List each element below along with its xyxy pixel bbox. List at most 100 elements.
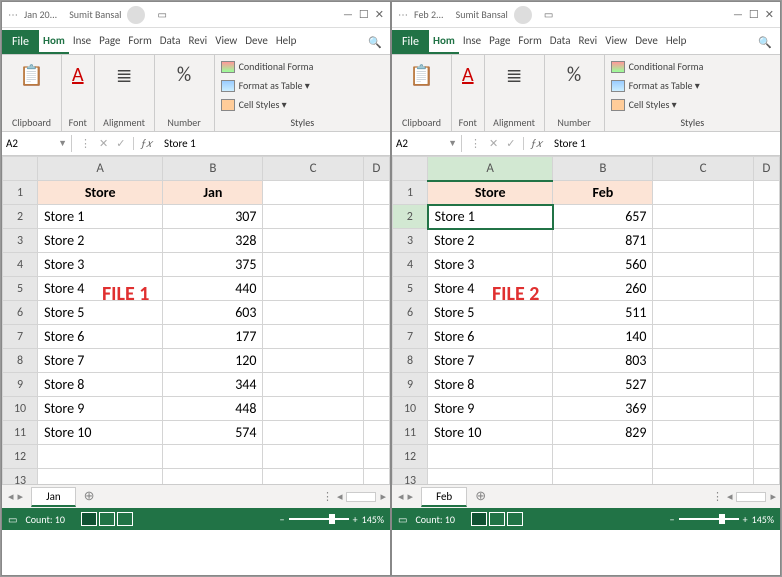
formula-input[interactable]: Store 1 xyxy=(548,137,780,150)
align-icon[interactable]: ≣ xyxy=(502,59,527,92)
ribbon-tab-view[interactable]: View xyxy=(211,29,241,54)
cell[interactable]: 511 xyxy=(553,301,653,325)
row-header[interactable]: 8 xyxy=(3,349,38,373)
cell[interactable] xyxy=(263,349,363,373)
cell[interactable]: 603 xyxy=(163,301,263,325)
cell[interactable]: 328 xyxy=(163,229,263,253)
zoom-level[interactable]: 145% xyxy=(752,513,774,526)
col-header-b[interactable]: B xyxy=(163,157,263,181)
row-header[interactable]: 5 xyxy=(393,277,428,301)
col-header-d[interactable]: D xyxy=(363,157,389,181)
file-tab[interactable]: File xyxy=(392,30,429,54)
cell[interactable]: Store 8 xyxy=(38,373,163,397)
cell[interactable] xyxy=(263,229,363,253)
cell[interactable] xyxy=(753,373,779,397)
cell[interactable] xyxy=(553,469,653,485)
cell[interactable]: Store 4 xyxy=(428,277,553,301)
row-header[interactable]: 11 xyxy=(3,421,38,445)
cell[interactable] xyxy=(753,445,779,469)
close-button[interactable]: ✕ xyxy=(375,8,384,21)
cell[interactable]: 177 xyxy=(163,325,263,349)
accept-icon[interactable]: ✓ xyxy=(506,137,515,150)
autosave-icon[interactable]: ⋯ xyxy=(398,8,408,21)
cell[interactable]: Store 10 xyxy=(38,421,163,445)
cell[interactable] xyxy=(363,373,389,397)
cell[interactable]: Store 6 xyxy=(38,325,163,349)
chevron-down-icon[interactable]: ▼ xyxy=(58,138,67,149)
align-icon[interactable]: ≣ xyxy=(112,59,137,92)
zoom-level[interactable]: 145% xyxy=(362,513,384,526)
file-tab[interactable]: File xyxy=(2,30,39,54)
cell[interactable]: Store 8 xyxy=(428,373,553,397)
cell[interactable]: 369 xyxy=(553,397,653,421)
cell[interactable] xyxy=(653,325,753,349)
close-button[interactable]: ✕ xyxy=(765,8,774,21)
row-header[interactable]: 9 xyxy=(3,373,38,397)
ribbon-tab-view[interactable]: View xyxy=(601,29,631,54)
format-table-button[interactable]: Format as Table ▾ xyxy=(221,78,384,93)
cell[interactable]: Store 3 xyxy=(428,253,553,277)
cell[interactable]: Store 10 xyxy=(428,421,553,445)
row-header[interactable]: 5 xyxy=(3,277,38,301)
cell[interactable]: Store 5 xyxy=(38,301,163,325)
row-header[interactable]: 11 xyxy=(393,421,428,445)
cell[interactable] xyxy=(363,181,389,205)
row-header[interactable]: 10 xyxy=(3,397,38,421)
cell[interactable] xyxy=(363,445,389,469)
row-header[interactable]: 12 xyxy=(3,445,38,469)
spreadsheet-grid[interactable]: ABCD1StoreFeb2Store 16573Store 28714Stor… xyxy=(392,156,780,484)
cell[interactable] xyxy=(363,229,389,253)
ribbon-tab-revi[interactable]: Revi xyxy=(575,29,602,54)
name-box[interactable]: A2▼ xyxy=(392,135,462,152)
cell[interactable] xyxy=(653,349,753,373)
cell[interactable] xyxy=(38,445,163,469)
cell[interactable]: 375 xyxy=(163,253,263,277)
cell[interactable]: 307 xyxy=(163,205,263,229)
col-header-d[interactable]: D xyxy=(753,157,779,181)
cell[interactable]: Store 9 xyxy=(38,397,163,421)
cell[interactable]: Store 7 xyxy=(428,349,553,373)
cell[interactable] xyxy=(263,205,363,229)
cell[interactable] xyxy=(653,205,753,229)
ribbon-tab-data[interactable]: Data xyxy=(546,29,575,54)
record-macro-icon[interactable]: ▭ xyxy=(398,513,407,526)
page-layout-button[interactable] xyxy=(489,512,505,526)
cell[interactable]: 574 xyxy=(163,421,263,445)
cell[interactable]: Store 2 xyxy=(38,229,163,253)
zoom-out-button[interactable]: − xyxy=(280,513,285,526)
page-break-button[interactable] xyxy=(507,512,523,526)
cell[interactable] xyxy=(363,325,389,349)
avatar[interactable] xyxy=(514,6,532,24)
cell[interactable] xyxy=(653,445,753,469)
cell[interactable]: 448 xyxy=(163,397,263,421)
row-header[interactable]: 8 xyxy=(393,349,428,373)
hscroll-right-icon[interactable]: ▸ xyxy=(770,490,776,503)
cell[interactable] xyxy=(653,181,753,205)
ribbon-tab-deve[interactable]: Deve xyxy=(631,29,662,54)
normal-view-button[interactable] xyxy=(81,512,97,526)
cell[interactable] xyxy=(753,469,779,485)
fx-icon[interactable]: ƒ𝑥 xyxy=(524,137,548,151)
row-header[interactable]: 9 xyxy=(393,373,428,397)
cell[interactable]: 140 xyxy=(553,325,653,349)
maximize-button[interactable]: ☐ xyxy=(359,8,369,21)
row-header[interactable]: 3 xyxy=(393,229,428,253)
ribbon-tab-help[interactable]: Help xyxy=(272,29,301,54)
cell[interactable] xyxy=(38,469,163,485)
cell[interactable] xyxy=(653,373,753,397)
maximize-button[interactable]: ☐ xyxy=(749,8,759,21)
accept-icon[interactable]: ✓ xyxy=(116,137,125,150)
ribbon-tab-form[interactable]: Form xyxy=(124,29,155,54)
cell[interactable]: 560 xyxy=(553,253,653,277)
cell[interactable] xyxy=(653,397,753,421)
font-icon[interactable]: A xyxy=(458,59,478,91)
cell[interactable]: 527 xyxy=(553,373,653,397)
row-header[interactable]: 4 xyxy=(3,253,38,277)
col-header-b[interactable]: B xyxy=(553,157,653,181)
cell[interactable] xyxy=(363,301,389,325)
percent-icon[interactable]: % xyxy=(173,59,195,91)
zoom-in-button[interactable]: + xyxy=(743,513,748,526)
cell[interactable] xyxy=(363,349,389,373)
ribbon-tab-form[interactable]: Form xyxy=(514,29,545,54)
row-header[interactable]: 6 xyxy=(3,301,38,325)
